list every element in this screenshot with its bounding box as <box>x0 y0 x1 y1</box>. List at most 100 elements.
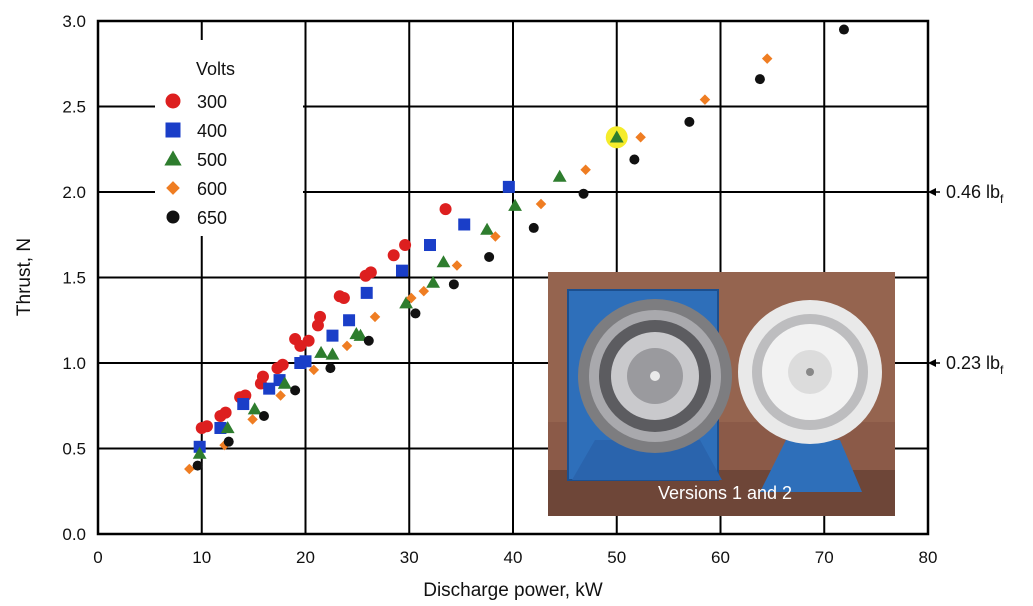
data-point-600 <box>580 164 591 176</box>
version2-base <box>760 440 862 492</box>
data-point-650 <box>578 188 589 199</box>
data-point-650 <box>838 24 849 35</box>
x-axis-ticks: 0 10 20 30 40 50 60 70 80 <box>93 548 937 567</box>
data-point-600 <box>341 340 353 352</box>
data-point-400 <box>424 239 436 252</box>
data-point-300 <box>219 406 232 419</box>
thruster-photo-inset: Versions 1 and 2 <box>548 272 895 516</box>
y-axis-title: Thrust, N <box>14 238 35 316</box>
legend-label-600: 600 <box>197 179 227 199</box>
data-point-400 <box>360 286 373 299</box>
data-point-300 <box>200 420 213 433</box>
data-point-500 <box>220 421 235 434</box>
data-point-600 <box>406 292 417 304</box>
y-axis-ticks: 0.0 0.5 1.0 1.5 2.0 2.5 3.0 <box>62 12 86 544</box>
y-tick-label: 2.5 <box>62 98 86 117</box>
version1-base <box>572 440 722 480</box>
data-point-600 <box>699 94 711 105</box>
series-500 <box>192 130 624 459</box>
data-point-300 <box>276 358 289 371</box>
data-point-650 <box>223 436 234 447</box>
photo-caption: Versions 1 and 2 <box>658 483 792 503</box>
data-point-650 <box>259 411 269 422</box>
data-point-650 <box>410 308 421 319</box>
data-point-600 <box>635 132 646 143</box>
legend-label-300: 300 <box>197 92 227 112</box>
data-point-500 <box>609 130 624 143</box>
data-point-600 <box>247 414 258 425</box>
data-point-400 <box>299 355 312 368</box>
y-tick-label: 2.0 <box>62 183 86 202</box>
data-point-500 <box>353 328 368 341</box>
data-point-400 <box>458 218 471 231</box>
data-point-650 <box>290 385 301 396</box>
data-point-500 <box>314 345 328 358</box>
lbf-annotations: 0.46 lbf 0.23 lbf <box>928 182 1004 377</box>
data-point-600 <box>369 311 381 323</box>
plot-area-border <box>96 19 930 536</box>
x-tick-label: 20 <box>296 548 315 567</box>
data-point-300 <box>364 266 377 279</box>
legend-label-650: 650 <box>197 208 227 228</box>
y-tick-label: 1.0 <box>62 354 86 373</box>
data-point-500 <box>192 446 207 459</box>
series-600 <box>184 53 773 475</box>
data-point-400 <box>326 329 339 342</box>
legend-box <box>155 40 303 236</box>
annotation-label: 0.46 lbf <box>946 182 1004 206</box>
data-point-300 <box>387 249 400 262</box>
legend-items: 300 400 500 600 650 <box>164 92 227 228</box>
x-tick-label: 30 <box>400 548 419 567</box>
data-point-500 <box>480 222 494 235</box>
annotation-label: 0.23 lbf <box>946 353 1004 377</box>
data-points <box>184 24 849 475</box>
data-point-400 <box>395 264 408 277</box>
x-tick-label: 70 <box>815 548 834 567</box>
data-point-400 <box>237 398 250 411</box>
data-point-500 <box>247 402 262 415</box>
version1-center <box>650 371 660 381</box>
data-point-300 <box>256 370 269 383</box>
y-tick-label: 3.0 <box>62 12 86 31</box>
legend-marker-650 <box>166 210 180 224</box>
y-tick-label: 1.5 <box>62 269 86 288</box>
x-tick-label: 0 <box>93 548 102 567</box>
legend-marker-400 <box>165 122 181 138</box>
legend-label-400: 400 <box>197 121 227 141</box>
data-point-300 <box>302 334 315 347</box>
data-point-650 <box>754 74 765 85</box>
data-point-500 <box>399 296 414 309</box>
y-tick-label: 0.5 <box>62 440 86 459</box>
data-point-500 <box>436 255 451 268</box>
data-point-600 <box>451 260 463 271</box>
data-point-650 <box>448 279 459 290</box>
legend: Volts 300 400 500 600 650 <box>155 40 303 236</box>
version2-center <box>806 368 814 376</box>
legend-marker-600 <box>166 181 180 195</box>
data-point-600 <box>535 198 547 210</box>
data-point-650 <box>484 251 495 262</box>
data-point-300 <box>439 203 452 216</box>
data-point-600 <box>275 390 286 401</box>
data-point-650 <box>192 460 203 471</box>
data-point-600 <box>308 364 320 376</box>
legend-label-500: 500 <box>197 150 227 170</box>
data-point-650 <box>528 222 539 233</box>
data-point-650 <box>325 363 336 374</box>
x-tick-label: 60 <box>711 548 730 567</box>
data-point-500 <box>552 169 567 182</box>
series-400 <box>193 180 515 453</box>
data-point-600 <box>184 463 195 475</box>
data-point-300 <box>314 310 327 323</box>
annotation-arrow-head <box>928 188 936 196</box>
x-tick-label: 80 <box>919 548 938 567</box>
data-point-500 <box>325 347 340 360</box>
data-point-500 <box>426 275 441 288</box>
y-tick-label: 0.0 <box>62 525 86 544</box>
series-300 <box>195 203 452 434</box>
data-point-300 <box>399 239 412 252</box>
series-650 <box>192 24 849 471</box>
annotation-arrow-head <box>928 359 936 367</box>
legend-marker-500 <box>164 150 182 166</box>
